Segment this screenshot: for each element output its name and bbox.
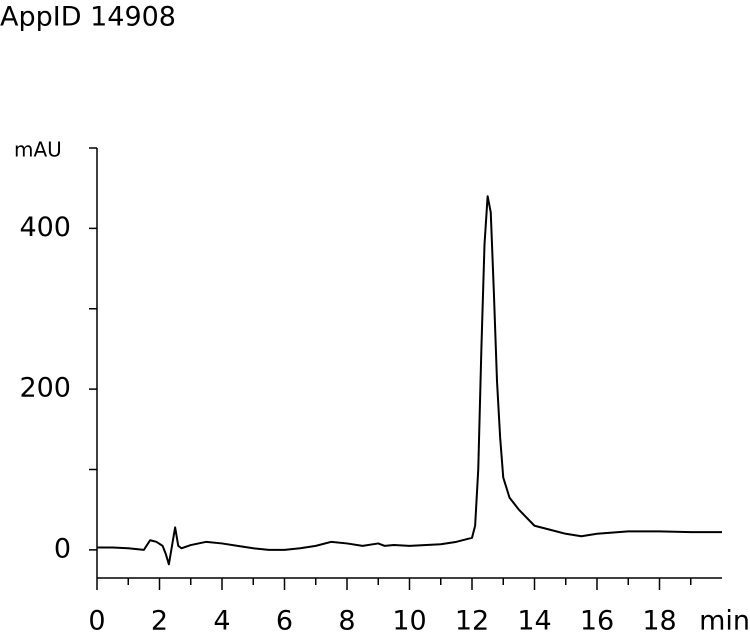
x-tick-label: 18 bbox=[642, 606, 676, 637]
y-axis-label: mAU bbox=[14, 138, 62, 162]
x-tick-label: 6 bbox=[276, 606, 293, 637]
x-tick-label: 14 bbox=[517, 606, 551, 637]
x-tick-label: 8 bbox=[338, 606, 355, 637]
y-tick-label: 400 bbox=[19, 212, 71, 243]
signal-line bbox=[97, 195, 722, 566]
x-axis-label: min bbox=[699, 606, 750, 637]
x-tick-label: 4 bbox=[213, 606, 230, 637]
y-tick-label: 0 bbox=[54, 533, 71, 564]
x-tick-label: 12 bbox=[455, 606, 489, 637]
x-tick-label: 2 bbox=[151, 606, 168, 637]
x-tick-label: 0 bbox=[88, 606, 105, 637]
x-tick-label: 10 bbox=[392, 606, 426, 637]
y-tick-label: 200 bbox=[19, 373, 71, 404]
x-tick-label: 16 bbox=[580, 606, 614, 637]
chart-title: AppID 14908 bbox=[0, 2, 176, 33]
